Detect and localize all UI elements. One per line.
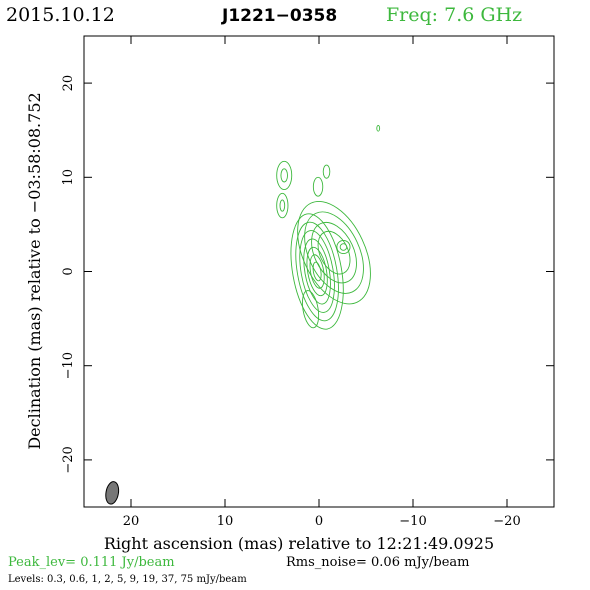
restoring-beam xyxy=(105,481,120,505)
contour-ring xyxy=(312,261,322,282)
x-tick-label: −20 xyxy=(493,514,520,529)
contour-levels: Levels: 0.3, 0.6, 1, 2, 5, 9, 19, 37, 75… xyxy=(8,574,247,585)
contour-ring xyxy=(276,192,289,219)
y-tick-label: 0 xyxy=(61,267,76,275)
axis-tick-labels: 20 10 0 −10 −20 20 10 0 −10 −20 xyxy=(61,75,521,529)
contour-ring xyxy=(299,230,335,313)
beam-ellipse xyxy=(105,481,120,505)
contour-ring xyxy=(376,125,381,132)
contour-ring xyxy=(280,168,288,183)
y-axis-label: Declination (mas) relative to −03:58:08.… xyxy=(25,92,44,449)
contour-ring xyxy=(311,222,357,284)
contour-component-core xyxy=(290,213,344,330)
contour-ring xyxy=(295,221,339,322)
plot-frame xyxy=(83,35,555,508)
epoch-date: 2015.10.12 xyxy=(6,4,115,26)
contour-component-feature-mid xyxy=(312,176,324,197)
y-tick-label: −20 xyxy=(61,446,76,473)
contour-component-southern-extension xyxy=(301,290,320,329)
peak-level: Peak_lev= 0.111 Jy/beam xyxy=(8,555,175,570)
x-tick-label: −10 xyxy=(399,514,426,529)
contour-ring xyxy=(306,246,328,297)
contour-ring xyxy=(312,176,324,197)
x-tick-label: 20 xyxy=(123,514,140,529)
contour-lines xyxy=(276,125,381,330)
contour-component-feature-mid-right xyxy=(322,164,331,179)
axis-ticks xyxy=(84,36,554,507)
frequency-label: Freq: 7.6 GHz xyxy=(386,4,522,26)
contour-component-jet-knot xyxy=(336,239,351,255)
contour-ring xyxy=(297,200,371,305)
x-axis-label: Right ascension (mas) relative to 12:21:… xyxy=(104,534,494,553)
contour-ring xyxy=(336,239,351,255)
x-tick-label: 10 xyxy=(217,514,234,529)
contour-component-feature-north-upper xyxy=(276,160,293,190)
rms-noise: Rms_noise= 0.06 mJy/beam xyxy=(286,555,469,570)
contour-ring xyxy=(279,199,286,212)
contour-ring xyxy=(290,213,344,330)
contour-ring xyxy=(304,211,364,294)
y-tick-label: −10 xyxy=(61,352,76,379)
y-tick-label: 20 xyxy=(61,75,76,92)
contour-ring xyxy=(276,160,293,190)
contour-component-feature-north-lower xyxy=(276,192,289,219)
contour-ring xyxy=(301,290,320,329)
contour-ring xyxy=(322,164,331,179)
contour-component-feature-far-east xyxy=(376,125,381,132)
y-tick-label: 10 xyxy=(61,169,76,186)
contour-ring xyxy=(339,243,348,251)
source-name: J1221−0358 xyxy=(221,6,337,26)
x-tick-label: 0 xyxy=(315,514,323,529)
